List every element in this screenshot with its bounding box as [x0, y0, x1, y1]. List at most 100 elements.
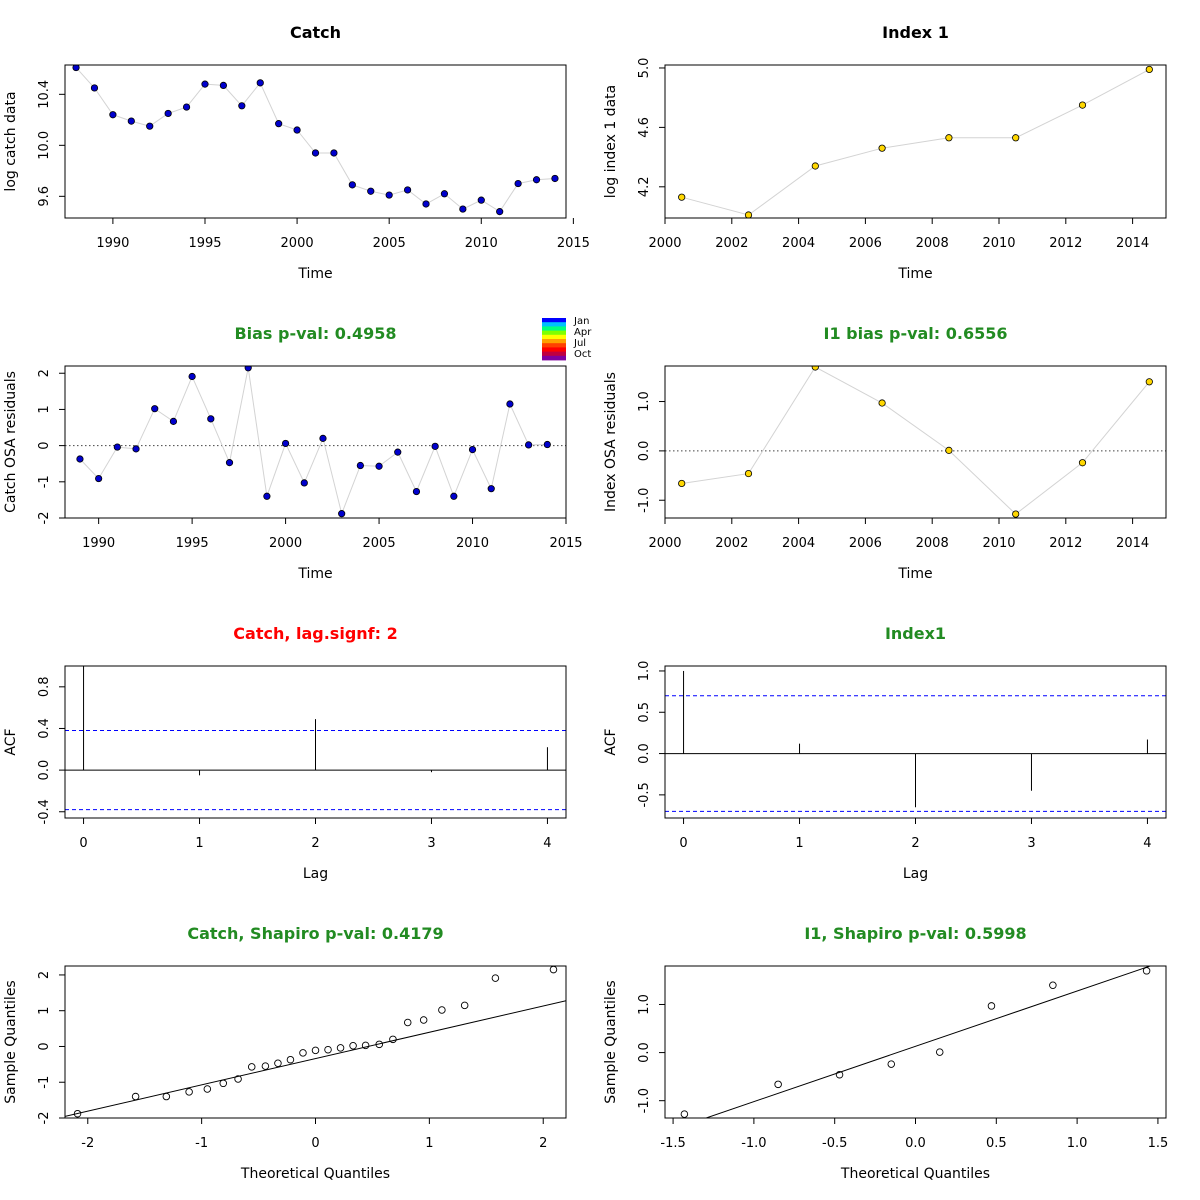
y-tick-label: 10.4 [37, 80, 52, 109]
data-point [375, 462, 383, 470]
x-tick-label: 1995 [188, 236, 221, 251]
data-point [127, 117, 135, 125]
y-tick-label: 0.8 [37, 676, 52, 697]
data-point [1012, 510, 1020, 518]
data-point [300, 479, 308, 487]
qq-point [549, 966, 558, 974]
legend-color-swatch [542, 322, 566, 327]
legend-label-oct: Oct [574, 349, 591, 360]
data-point [109, 111, 117, 119]
plot-frame [64, 64, 567, 219]
panel-title: Catch, lag.signf: 2 [233, 624, 397, 643]
plot-area [678, 65, 1153, 218]
panel-title: I1 bias p-val: 0.6556 [824, 324, 1008, 343]
data-point [113, 443, 121, 451]
data-point [506, 400, 514, 408]
data-point [477, 196, 485, 204]
plot-area [665, 366, 1166, 518]
data-point [945, 446, 953, 454]
y-axis-label: Sample Quantiles [603, 980, 619, 1103]
data-point [945, 134, 953, 142]
data-point [225, 459, 234, 467]
data-point [244, 366, 252, 372]
x-tick-label: 1990 [96, 236, 129, 251]
qq-point [438, 1006, 446, 1014]
x-tick-label: 0 [311, 1136, 319, 1151]
x-axis-label: Time [297, 566, 332, 582]
data-point [1145, 378, 1153, 386]
plot-frame [64, 365, 567, 519]
qq-reference-line [704, 966, 1152, 1118]
legend-color-swatch [542, 347, 566, 352]
y-tick-label: 10.0 [37, 131, 52, 160]
qq-point [131, 1092, 140, 1101]
data-point [338, 510, 346, 518]
x-tick-label: 2008 [916, 236, 949, 251]
data-point [201, 80, 209, 88]
x-axis-label: Lag [303, 866, 328, 882]
data-point [146, 122, 154, 130]
data-point [403, 186, 412, 194]
panel-title: I1, Shapiro p-val: 0.5998 [804, 924, 1026, 943]
data-point [422, 200, 430, 208]
data-point [412, 487, 421, 496]
legend-color-swatch [542, 351, 566, 357]
panel-title: Index 1 [882, 23, 949, 42]
x-tick-label: 2005 [363, 536, 396, 551]
y-axis-label: log index 1 data [603, 85, 619, 198]
qq-point [261, 1062, 270, 1070]
qq-point [1049, 981, 1057, 989]
data-point [330, 149, 338, 157]
legend-color-swatch [542, 334, 566, 340]
x-tick-label: 2000 [648, 536, 681, 551]
x-tick-label: 2000 [281, 236, 314, 251]
legend-color-swatch [542, 339, 566, 344]
legend-color-swatch [542, 330, 566, 336]
qq-point [680, 1110, 689, 1118]
x-tick-label: 2006 [849, 536, 882, 551]
data-point [348, 181, 356, 189]
y-tick-label: 0.0 [37, 760, 52, 781]
y-axis-label: ACF [603, 728, 619, 755]
x-tick-label: 1990 [82, 536, 115, 551]
qq-point [887, 1060, 896, 1068]
x-tick-label: -1.0 [741, 1136, 766, 1151]
panel-index1: Index 1 2000 2002 2004 2006 2008 2010 2012 2014 4… [603, 23, 1167, 282]
x-tick-label: 1 [795, 836, 803, 851]
data-point [319, 434, 327, 442]
y-tick-label: 4.2 [637, 176, 652, 197]
x-tick-label: 2002 [715, 536, 748, 551]
data-point [164, 109, 172, 118]
y-tick-label: 4.6 [637, 117, 652, 138]
data-point [394, 448, 402, 456]
y-tick-label: -1 [37, 1076, 52, 1089]
qq-point [247, 1063, 256, 1071]
x-tick-label: 3 [1027, 836, 1035, 851]
x-tick-label: 2015 [549, 536, 582, 551]
x-tick-label: 2 [539, 1136, 547, 1151]
data-point [450, 492, 458, 500]
data-point [1078, 459, 1087, 467]
qq-reference-line [65, 1000, 566, 1117]
x-axis-label: Time [897, 266, 932, 282]
plot-area [680, 966, 1152, 1118]
qq-point [987, 1002, 996, 1010]
y-axis-label: Catch OSA residuals [3, 371, 19, 513]
data-point [431, 442, 439, 450]
y-tick-label: 0 [37, 1042, 52, 1050]
data-point [811, 162, 819, 170]
x-tick-label: 4 [543, 836, 551, 851]
qq-point [403, 1018, 412, 1027]
data-point [468, 445, 477, 454]
y-tick-label: 0.5 [637, 702, 652, 723]
y-tick-label: -2 [37, 512, 52, 525]
data-point [532, 176, 541, 184]
y-tick-label: 0.4 [37, 718, 52, 739]
qq-point [299, 1049, 307, 1057]
x-tick-label: 2008 [916, 536, 949, 551]
data-point [1145, 65, 1153, 74]
y-tick-label: -2 [37, 1112, 52, 1125]
y-tick-label: -1.0 [637, 488, 652, 513]
x-tick-label: 2 [311, 836, 319, 851]
